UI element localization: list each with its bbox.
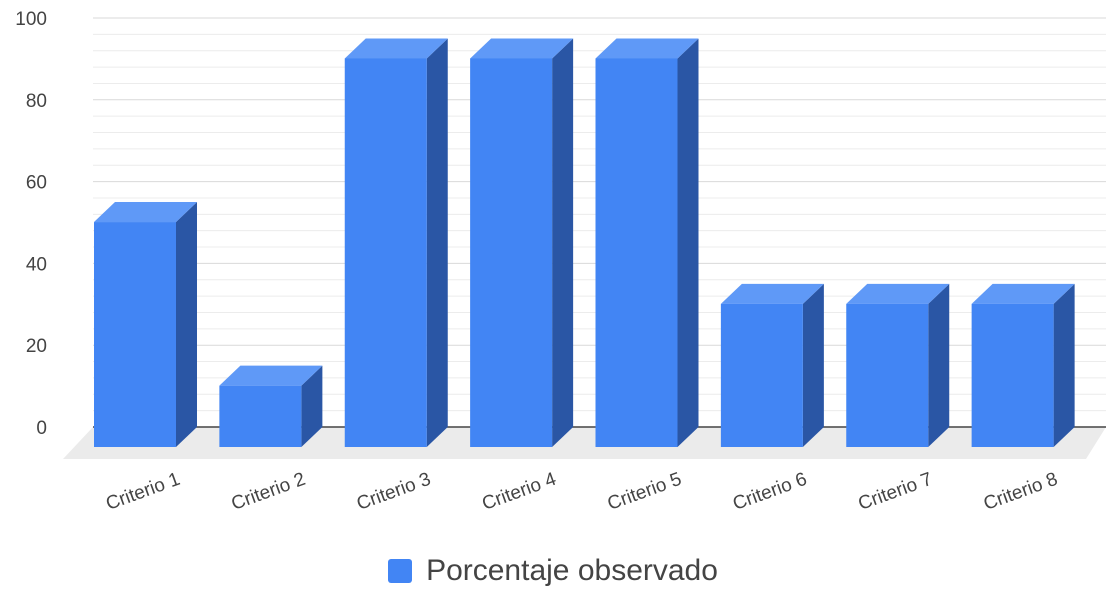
bar — [971, 303, 1054, 447]
bar-side — [176, 202, 197, 447]
bar-top — [344, 38, 448, 59]
bar-top — [720, 283, 824, 304]
legend-swatch — [388, 559, 413, 583]
bar-top — [846, 283, 950, 304]
bar — [720, 303, 803, 447]
bar — [595, 58, 678, 447]
bar-side — [677, 38, 699, 447]
bar-side — [1053, 283, 1075, 447]
bar-top — [595, 38, 699, 59]
bar — [219, 385, 302, 447]
bar-top — [219, 365, 323, 386]
bar-side — [552, 38, 574, 447]
x-tick-label: Criterio 2 — [229, 469, 309, 515]
x-tick-label: Criterio 5 — [605, 469, 685, 515]
bar-side — [928, 283, 950, 447]
bar-top — [971, 283, 1075, 304]
bar — [470, 58, 553, 447]
bar — [94, 222, 176, 447]
bar-top — [470, 38, 574, 59]
y-tick-label: 0 — [36, 418, 47, 439]
bar-side — [426, 38, 448, 447]
x-tick-label: Criterio 4 — [479, 469, 559, 515]
chart-floor — [63, 427, 1106, 459]
y-tick-label: 100 — [15, 9, 47, 30]
x-tick-label: Criterio 6 — [730, 469, 810, 515]
x-tick-label: Criterio 8 — [981, 469, 1061, 515]
bar-side — [301, 365, 323, 447]
x-tick-label: Criterio 3 — [354, 469, 434, 515]
y-tick-label: 60 — [26, 173, 47, 194]
bar — [344, 58, 427, 447]
x-tick-label: Criterio 1 — [103, 469, 183, 515]
bar-top — [94, 202, 197, 223]
x-tick-label: Criterio 7 — [856, 469, 936, 515]
bar — [846, 303, 929, 447]
y-tick-label: 80 — [26, 91, 47, 112]
y-tick-label: 20 — [26, 336, 47, 357]
legend-label: Porcentaje observado — [426, 554, 718, 587]
bar-side — [802, 283, 824, 447]
legend: Porcentaje observado — [0, 556, 1106, 586]
y-tick-label: 40 — [26, 254, 47, 275]
